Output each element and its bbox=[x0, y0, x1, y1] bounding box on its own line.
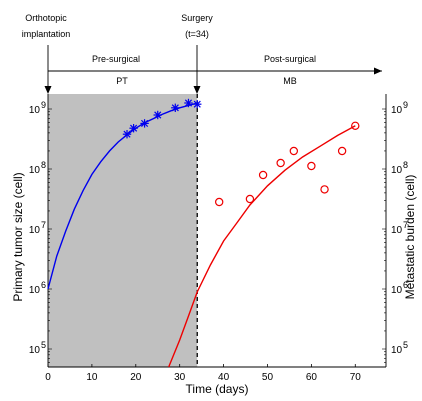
y-tick-exponent-left: 8 bbox=[41, 160, 46, 170]
y-tick-exponent-left: 5 bbox=[41, 340, 46, 350]
y-tick-exponent-right: 8 bbox=[403, 160, 408, 170]
annotation-header: Orthotopic implantation Surgery (t=34) P… bbox=[22, 13, 382, 94]
metastatic-data-point bbox=[245, 194, 255, 204]
metastatic-data-point bbox=[276, 158, 285, 168]
presurgical-shaded-region bbox=[48, 94, 198, 367]
surgery-arrowhead bbox=[193, 86, 201, 94]
metastatic-data-point bbox=[307, 161, 316, 171]
metastatic-growth-line bbox=[168, 125, 356, 368]
y-tick-label-right: 10 bbox=[391, 285, 403, 296]
metastatic-data-point bbox=[214, 197, 224, 207]
x-tick-label: 10 bbox=[86, 372, 98, 383]
y-tick-exponent-left: 6 bbox=[41, 280, 46, 290]
postsurgical-label: Post-surgical bbox=[264, 54, 316, 64]
implantation-arrowhead bbox=[44, 86, 52, 94]
orthotopic-label-line2: implantation bbox=[22, 29, 71, 39]
y-tick-label-right: 10 bbox=[391, 225, 403, 236]
metastatic-data-point bbox=[337, 146, 347, 156]
x-axis-label: Time (days) bbox=[186, 382, 249, 396]
y-tick-label-left: 10 bbox=[29, 225, 41, 236]
y-axis-left-label: Primary tumor size (cell) bbox=[11, 172, 25, 301]
x-tick-label: 0 bbox=[45, 372, 51, 383]
surgery-label-line1: Surgery bbox=[181, 13, 213, 23]
asterisk-stroke bbox=[184, 99, 193, 107]
pt-label: PT bbox=[116, 76, 128, 86]
y-tick-label-right: 10 bbox=[391, 165, 403, 176]
x-tick-label: 20 bbox=[130, 372, 142, 383]
x-tick-label: 70 bbox=[350, 372, 362, 383]
x-tick-label: 50 bbox=[262, 372, 274, 383]
metastatic-data-point bbox=[258, 170, 268, 180]
metastatic-data-point bbox=[320, 185, 329, 194]
y-tick-label-left: 10 bbox=[29, 285, 41, 296]
y-tick-label-left: 10 bbox=[29, 345, 41, 356]
surgery-label-line2: (t=34) bbox=[185, 29, 209, 39]
y-tick-exponent-right: 5 bbox=[403, 340, 408, 350]
y-tick-label-left: 10 bbox=[29, 105, 41, 116]
y-tick-exponent-right: 7 bbox=[403, 220, 408, 230]
y-tick-exponent-right: 9 bbox=[403, 100, 408, 110]
presurgical-label: Pre-surgical bbox=[92, 54, 140, 64]
mb-label: MB bbox=[283, 76, 297, 86]
y-tick-label-right: 10 bbox=[391, 345, 403, 356]
orthotopic-label-line1: Orthotopic bbox=[25, 13, 67, 23]
metastatic-data-point bbox=[289, 146, 299, 156]
primary-tumor-data-point bbox=[129, 124, 138, 133]
y-axis-right-label: Metastatic burden (cell) bbox=[403, 175, 417, 300]
x-tick-label: 40 bbox=[218, 372, 230, 383]
metastatic-data-point bbox=[351, 121, 360, 131]
y-tick-exponent-left: 7 bbox=[41, 220, 46, 230]
asterisk-stroke bbox=[193, 100, 201, 108]
primary-growth-line bbox=[47, 102, 198, 290]
y-tick-label-left: 10 bbox=[29, 165, 41, 176]
timeline-arrowhead bbox=[374, 67, 382, 75]
y-tick-exponent-left: 9 bbox=[41, 100, 46, 110]
x-tick-label: 30 bbox=[174, 372, 186, 383]
x-tick-label: 60 bbox=[306, 372, 318, 383]
y-tick-label-right: 10 bbox=[391, 105, 403, 116]
asterisk-stroke bbox=[130, 124, 138, 132]
y-tick-exponent-right: 6 bbox=[403, 280, 408, 290]
